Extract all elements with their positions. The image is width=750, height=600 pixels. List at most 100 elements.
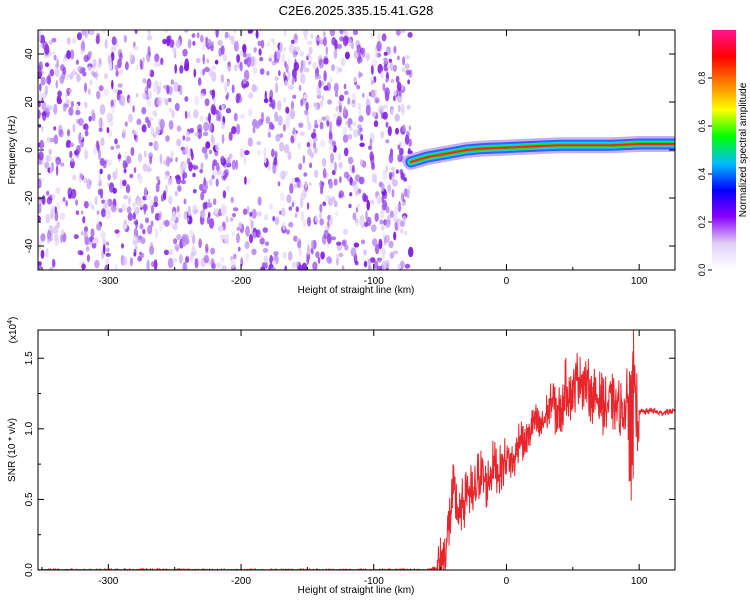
noise-dot — [117, 83, 123, 88]
noise-dot — [200, 162, 204, 170]
noise-dot — [81, 30, 86, 36]
noise-dot — [300, 191, 305, 199]
noise-dot — [407, 79, 410, 85]
noise-dot — [256, 149, 261, 156]
noise-dot — [277, 115, 283, 126]
noise-dot — [199, 183, 204, 191]
noise-dot — [300, 181, 303, 189]
noise-dot — [142, 163, 148, 172]
noise-dot — [174, 190, 178, 197]
noise-dot — [373, 120, 379, 128]
noise-dot — [49, 266, 54, 270]
noise-dot — [123, 34, 128, 43]
noise-dot — [281, 53, 285, 64]
noise-dot — [359, 57, 364, 64]
noise-dot — [185, 136, 191, 142]
noise-dot — [110, 51, 115, 62]
noise-dot — [77, 250, 83, 256]
noise-dot — [177, 185, 182, 192]
noise-dot — [186, 111, 191, 119]
noise-dot — [283, 144, 290, 154]
noise-dot — [378, 238, 383, 250]
noise-dot — [218, 47, 223, 57]
noise-dot — [340, 58, 346, 67]
noise-dot — [103, 88, 109, 97]
noise-dot — [380, 248, 386, 255]
noise-dot — [231, 231, 235, 238]
noise-dot — [202, 88, 206, 94]
noise-dot — [166, 155, 171, 167]
noise-dot — [130, 146, 135, 156]
noise-dot — [407, 32, 413, 38]
noise-dot — [147, 30, 152, 35]
noise-dot — [62, 57, 68, 63]
noise-dot — [146, 78, 152, 89]
noise-dot — [208, 198, 211, 207]
noise-dot — [312, 137, 318, 142]
noise-dot — [388, 58, 392, 63]
noise-dot — [233, 112, 238, 122]
noise-dot — [149, 245, 155, 255]
noise-dot — [315, 251, 320, 259]
noise-dot — [194, 132, 199, 137]
noise-dot — [183, 198, 187, 205]
noise-dot — [264, 241, 270, 246]
noise-dot — [171, 110, 175, 118]
noise-dot — [397, 263, 402, 270]
noise-dot — [294, 212, 298, 219]
noise-dot — [285, 170, 288, 176]
noise-dot — [348, 203, 352, 209]
noise-dot — [362, 93, 365, 98]
noise-dot — [191, 33, 196, 38]
noise-dot — [291, 261, 296, 269]
noise-dot — [220, 170, 225, 177]
noise-dot — [333, 48, 338, 60]
noise-dot — [385, 206, 390, 214]
noise-dot — [107, 54, 112, 65]
noise-dot — [299, 197, 304, 208]
noise-dot — [147, 224, 153, 235]
noise-dot — [242, 43, 247, 54]
noise-dot — [135, 219, 139, 229]
noise-dot — [226, 156, 231, 167]
noise-dot — [124, 151, 128, 161]
noise-dot — [70, 188, 77, 199]
noise-dot — [79, 173, 84, 179]
noise-dot — [374, 212, 379, 222]
noise-dot — [268, 103, 274, 108]
noise-dot — [203, 254, 210, 264]
noise-dot — [321, 157, 327, 167]
noise-dot — [216, 262, 222, 269]
noise-dot — [191, 152, 194, 161]
noise-dot — [272, 37, 275, 46]
noise-dot — [385, 139, 390, 144]
noise-dot — [87, 88, 91, 95]
noise-dot — [353, 184, 359, 191]
noise-dot — [267, 131, 271, 138]
noise-dot — [155, 142, 159, 149]
noise-dot — [366, 199, 371, 211]
noise-dot — [339, 161, 343, 170]
noise-dot — [235, 159, 239, 170]
noise-dot — [321, 181, 324, 189]
noise-dot — [294, 183, 298, 189]
noise-dot — [274, 150, 278, 159]
noise-dot — [80, 141, 84, 148]
noise-dot — [342, 239, 346, 247]
noise-dot — [258, 48, 262, 56]
noise-dot — [328, 138, 332, 144]
noise-dot — [205, 141, 211, 149]
noise-dot — [210, 104, 216, 115]
spectrogram-y-tick-label: -40 — [24, 238, 35, 253]
snr-x-tick-label: 0 — [504, 576, 510, 587]
noise-dot — [358, 71, 361, 79]
noise-dot — [97, 118, 102, 128]
noise-dot — [150, 220, 154, 227]
noise-dot — [220, 104, 225, 109]
noise-dot — [203, 121, 209, 132]
noise-dot — [44, 62, 50, 67]
noise-dot — [162, 97, 166, 103]
noise-dot — [172, 223, 178, 231]
noise-dot — [350, 247, 357, 257]
